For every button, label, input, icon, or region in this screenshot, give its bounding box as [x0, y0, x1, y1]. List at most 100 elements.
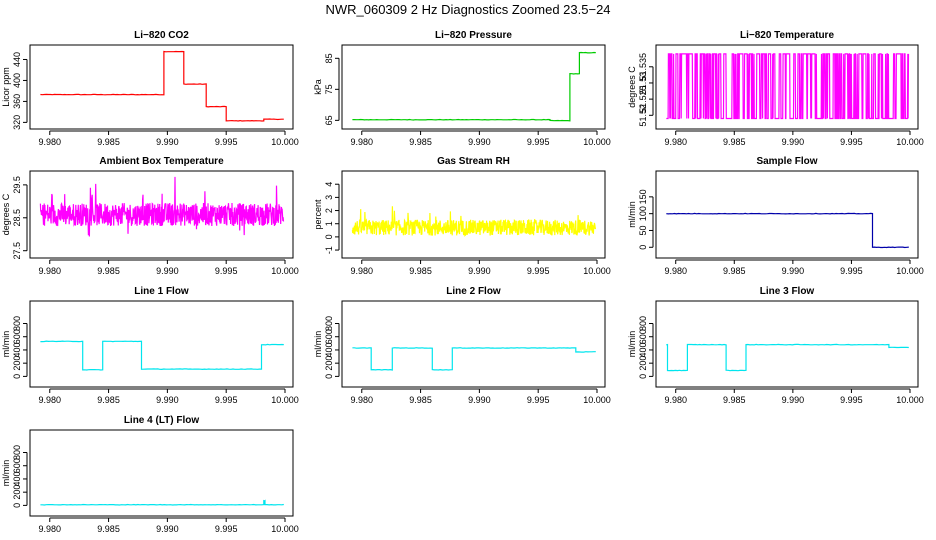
x-tick-label: 9.995 — [215, 524, 238, 534]
y-tick-label: 75 — [324, 84, 334, 94]
series-line-licor-temp — [666, 53, 910, 120]
y-tick-label: 1 — [324, 221, 334, 226]
x-tick-label: 9.980 — [664, 266, 687, 276]
x-tick-label: 9.980 — [38, 395, 61, 405]
x-tick-label: 10.000 — [896, 266, 924, 276]
y-tick-label: 400 — [12, 471, 22, 486]
y-axis-label: Licor ppm — [1, 67, 11, 107]
plot-frame — [341, 44, 606, 130]
series-line-line2-flow — [352, 347, 596, 371]
x-tick-label: 9.985 — [723, 266, 746, 276]
y-tick-label: 400 — [12, 342, 22, 357]
y-tick-label: 3 — [324, 195, 334, 200]
x-tick-label: 9.985 — [723, 137, 746, 147]
y-tick-label: 360 — [12, 94, 22, 109]
plot-frame — [655, 170, 919, 259]
y-tick-label: 50 — [638, 225, 648, 235]
y-tick-label: 0 — [324, 234, 334, 239]
y-tick-label: 51.53 — [638, 72, 648, 95]
chart-co2: Li−820 CO2 9.980 9.985 9.990 9.995 10.000 320 3… — [1, 30, 299, 147]
y-axis-label: ml/min — [313, 331, 323, 358]
x-tick-label: 9.985 — [97, 395, 120, 405]
y-tick-label: 400 — [638, 342, 648, 357]
x-tick-label: 9.990 — [156, 137, 179, 147]
x-tick-label: 10.000 — [583, 137, 611, 147]
x-tick-label: 9.985 — [97, 266, 120, 276]
chart-line1-flow: Line 1 Flow 9.980 9.985 9.990 9.995 10.000 0 20… — [1, 286, 299, 405]
x-tick-label: 9.980 — [38, 266, 61, 276]
y-tick-label: 0 — [324, 374, 334, 379]
y-tick-label: 28.5 — [12, 209, 22, 227]
chart-title: Ambient Box Temperature — [99, 156, 224, 167]
plot-frame — [29, 429, 294, 517]
x-tick-label: 9.990 — [468, 137, 491, 147]
y-tick-label: -1 — [324, 246, 334, 254]
y-tick-label: 4 — [324, 182, 334, 187]
x-tick-label: 9.995 — [215, 395, 238, 405]
x-tick-label: 9.985 — [97, 524, 120, 534]
x-tick-label: 9.990 — [468, 266, 491, 276]
x-tick-label: 10.000 — [583, 395, 611, 405]
x-tick-label: 9.985 — [409, 395, 432, 405]
y-tick-label: 800 — [12, 316, 22, 331]
y-tick-label: 0 — [12, 503, 22, 508]
x-tick-label: 9.995 — [527, 395, 550, 405]
x-tick-label: 9.980 — [350, 395, 373, 405]
plot-frame — [655, 44, 919, 130]
x-tick-label: 9.985 — [409, 266, 432, 276]
x-tick-label: 9.995 — [840, 137, 863, 147]
chart-pressure: Li−820 Pressure 9.980 9.985 9.990 9.995 10.00… — [313, 30, 611, 147]
x-tick-label: 9.995 — [215, 137, 238, 147]
y-tick-label: 200 — [12, 356, 22, 371]
y-tick-label: 600 — [638, 329, 648, 344]
y-tick-label: 800 — [12, 445, 22, 460]
x-tick-label: 10.000 — [583, 266, 611, 276]
y-tick-label: 0 — [12, 374, 22, 379]
y-tick-label: 51.525 — [638, 85, 648, 113]
y-axis-label: degrees C — [1, 193, 11, 235]
y-tick-label: 100 — [638, 206, 648, 221]
y-tick-label: 51.52 — [638, 104, 648, 127]
x-tick-label: 9.985 — [97, 137, 120, 147]
x-tick-label: 9.985 — [409, 137, 432, 147]
chart-line4-flow: Line 4 (LT) Flow 9.980 9.985 9.990 9.995 10.0… — [1, 415, 299, 534]
x-tick-label: 10.000 — [271, 266, 299, 276]
chart-line2-flow: Line 2 Flow 9.980 9.985 9.990 9.995 10.000 0 20… — [313, 286, 611, 405]
x-tick-label: 10.000 — [896, 395, 924, 405]
x-tick-label: 9.995 — [840, 266, 863, 276]
y-tick-label: 0 — [638, 245, 648, 250]
y-axis-label: degrees C — [627, 66, 637, 108]
x-tick-label: 10.000 — [271, 395, 299, 405]
x-tick-label: 10.000 — [271, 137, 299, 147]
x-tick-label: 9.980 — [664, 395, 687, 405]
chart-title: Line 3 Flow — [760, 286, 815, 297]
chart-licor-temp: Li−820 Temperature 9.980 9.985 9.990 9.995 10… — [627, 30, 924, 147]
chart-title: Line 1 Flow — [134, 286, 189, 297]
series-line-ambient-temp — [39, 176, 285, 237]
plot-frame — [29, 300, 294, 388]
x-tick-label: 9.980 — [38, 137, 61, 147]
y-tick-label: 2 — [324, 208, 334, 213]
x-tick-label: 9.990 — [156, 524, 179, 534]
y-axis-label: percent — [313, 199, 323, 230]
chart-title: Sample Flow — [756, 156, 817, 167]
x-tick-label: 9.995 — [527, 137, 550, 147]
y-tick-label: 200 — [12, 485, 22, 500]
chart-ambient-temp: Ambient Box Temperature 9.980 9.985 9.990 9.… — [1, 156, 299, 276]
y-tick-label: 200 — [324, 356, 334, 371]
series-line-line4-flow — [40, 499, 284, 506]
x-tick-label: 9.990 — [156, 395, 179, 405]
plot-frame — [655, 300, 919, 388]
y-axis-label: ml/min — [1, 331, 11, 358]
y-tick-label: 800 — [638, 316, 648, 331]
y-tick-label: 400 — [324, 342, 334, 357]
x-tick-label: 10.000 — [896, 137, 924, 147]
x-tick-label: 9.990 — [782, 137, 805, 147]
y-tick-label: 65 — [324, 115, 334, 125]
y-tick-label: 600 — [12, 458, 22, 473]
chart-title: Li−820 CO2 — [134, 30, 189, 41]
y-tick-label: 85 — [324, 53, 334, 63]
x-tick-label: 9.995 — [840, 395, 863, 405]
x-tick-label: 9.980 — [664, 137, 687, 147]
